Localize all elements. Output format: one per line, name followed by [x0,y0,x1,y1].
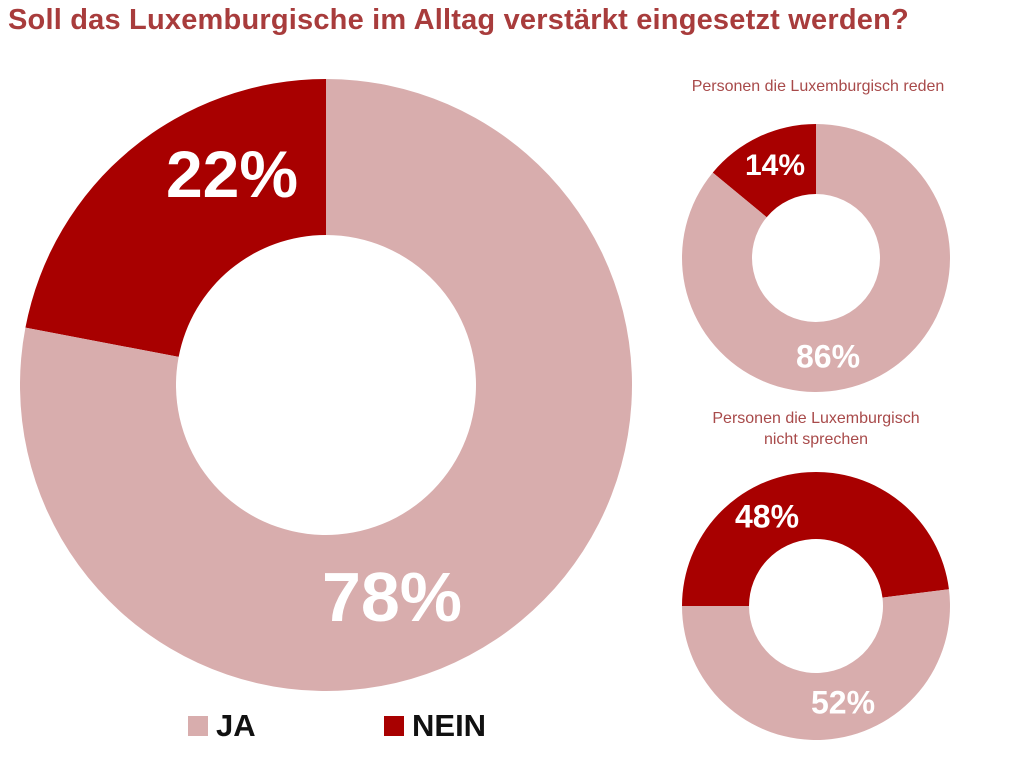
subtitle-speakers: Personen die Luxemburgisch reden [691,78,945,95]
label-speakers-nein: 14% [744,149,806,182]
donut-total-ja-segment [19,79,632,691]
donut-speakers-ja-segment [681,124,950,392]
label-total-nein: 22% [165,137,299,211]
label-total-ja: 78% [321,558,463,636]
subtitle-line-2: nicht sprechen [763,431,869,448]
subtitle-line-1: Personen die Luxemburgisch [712,410,920,427]
label-speakers-ja: 86% [795,338,861,375]
donut-nonspeakers-ja-segment [682,589,951,741]
donut-total-nein-segment [25,79,326,357]
legend-ja: JA [188,708,256,744]
legend-nein: NEIN [384,708,486,744]
legend-label-ja: JA [216,708,256,743]
label-nonspeakers-nein: 48% [734,498,800,535]
label-nonspeakers-ja: 52% [810,684,876,721]
chart-title: Soll das Luxemburgische im Alltag verstä… [8,4,909,36]
donut-speakers-nein-segment [712,124,816,218]
legend-swatch-nein [384,716,404,736]
subtitle-non-speakers: Personen die Luxemburgisch nicht spreche… [640,408,992,450]
legend-label-nein: NEIN [412,708,487,743]
legend-swatch-ja [188,716,208,736]
donut-nonspeakers-nein-segment [682,472,949,606]
